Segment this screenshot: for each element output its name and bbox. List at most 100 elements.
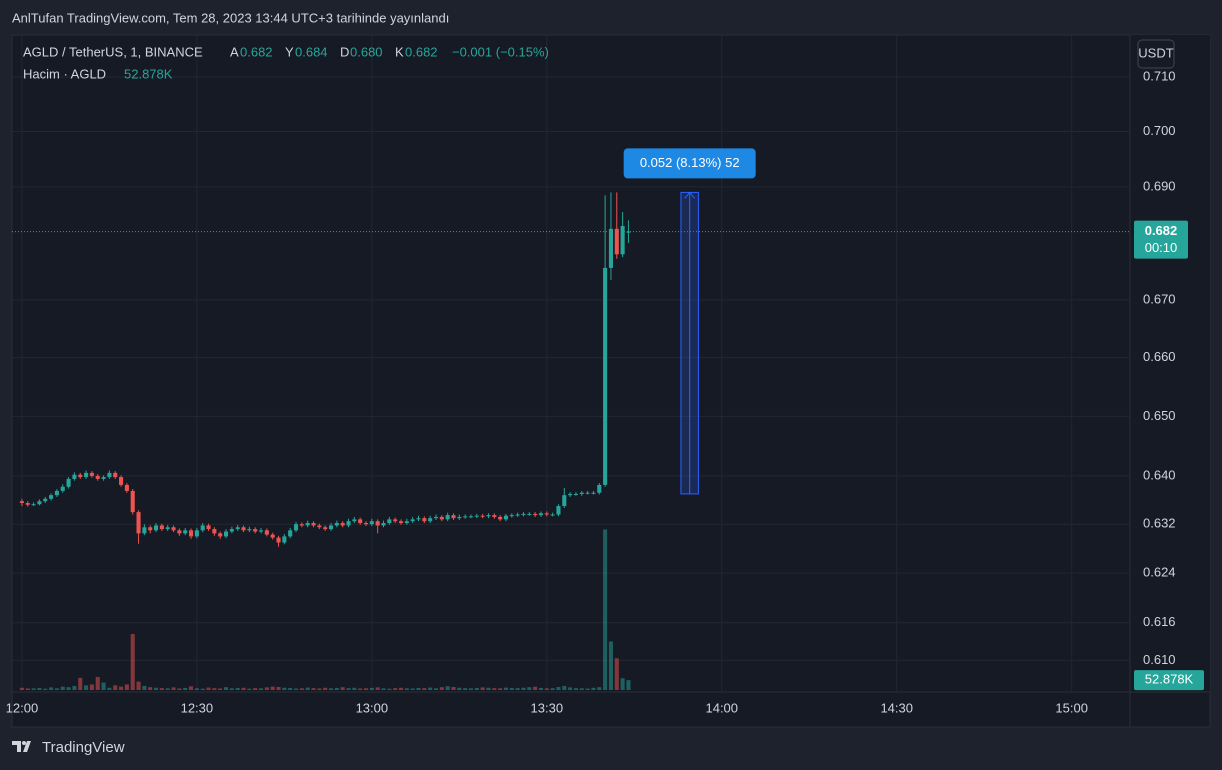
candle-body — [72, 474, 77, 479]
countdown: 00:10 — [1145, 240, 1178, 255]
plot: 0.710 0.700 0.690 0.670 0.660 0.650 0.640 0.632… — [6, 35, 1210, 727]
candle-body — [521, 513, 526, 515]
candle-body — [253, 529, 258, 532]
candle-body — [119, 477, 124, 485]
y-tick-label: 0.690 — [1143, 178, 1176, 193]
candle-body — [393, 519, 398, 522]
volume-bar — [439, 687, 444, 690]
volume-bar — [37, 687, 42, 690]
candle-body — [183, 530, 188, 534]
volume-bar — [165, 688, 170, 690]
candle-body — [439, 516, 444, 520]
volume-bar — [19, 687, 24, 690]
volume-bar — [340, 687, 345, 690]
candle-body — [25, 503, 30, 505]
volume-bar — [509, 687, 514, 690]
volume-bar — [247, 688, 252, 690]
candle-body — [258, 530, 264, 532]
y-tick-label: 0.670 — [1143, 291, 1176, 306]
volume-bar — [183, 687, 188, 690]
legend-value: 0.680 — [350, 44, 383, 59]
volume-bar — [457, 687, 462, 690]
candle-body — [498, 516, 503, 520]
volume-bar — [416, 687, 421, 690]
volume-bar — [107, 687, 112, 690]
volume-bar — [264, 687, 269, 690]
brand-logo — [12, 741, 31, 752]
volume-bar — [556, 687, 561, 690]
candle-body — [585, 492, 590, 494]
legend-key: A — [230, 44, 239, 59]
currency-button[interactable] — [1137, 39, 1175, 69]
volume-bar — [474, 687, 479, 690]
candle-body — [49, 495, 54, 499]
volume-bar — [433, 688, 439, 690]
candle-body — [503, 515, 509, 520]
candle-body — [614, 228, 619, 255]
candle-body — [200, 525, 205, 531]
candle-body — [515, 514, 520, 516]
volume-bar — [84, 685, 89, 690]
volume-bar — [200, 688, 205, 690]
volume-bar — [206, 687, 211, 690]
volume-bar — [463, 688, 468, 690]
legend-key: K — [395, 44, 404, 59]
candle-body — [573, 493, 578, 495]
candle-body — [323, 527, 328, 530]
candle-body — [299, 524, 304, 526]
volume-bar — [404, 688, 409, 690]
volume-bar — [422, 688, 427, 690]
y-tick-label: 0.624 — [1143, 565, 1176, 580]
volume-bar — [253, 688, 258, 690]
volume-bar — [142, 685, 147, 690]
candle-body — [159, 525, 164, 530]
candle-body — [457, 516, 462, 519]
volume-bar — [235, 687, 240, 690]
candle-body — [486, 515, 491, 517]
candle-body — [480, 515, 485, 517]
candle-body — [235, 527, 240, 530]
volume-bar — [124, 684, 129, 690]
volume-bar — [223, 687, 229, 690]
volume-bar — [299, 688, 304, 690]
volume-bar — [154, 687, 159, 690]
volume-bar — [49, 687, 54, 690]
candle-body — [468, 516, 474, 518]
currency[interactable]: USDT — [1138, 45, 1173, 60]
candle-body — [84, 472, 89, 478]
volume-bar — [603, 529, 608, 690]
volume-bar — [119, 686, 124, 690]
candle-body — [212, 529, 217, 534]
volume-bar — [486, 687, 491, 690]
volume-bar — [89, 684, 94, 690]
candle-body — [346, 521, 351, 526]
candle-body — [556, 506, 561, 515]
logo-dot — [22, 741, 26, 745]
candle-body — [387, 519, 392, 524]
candle-body — [544, 513, 549, 515]
x-tick-label: 12:30 — [181, 700, 214, 715]
volume-bar — [229, 688, 234, 690]
volume-bar — [159, 688, 164, 690]
volume-bar — [521, 687, 526, 690]
volume-bar — [428, 687, 433, 690]
symbol: AGLD / TetherUS, 1, BINANCE — [23, 44, 203, 59]
candle-body — [428, 518, 433, 522]
volume-bar — [293, 688, 299, 690]
candle-body — [416, 518, 421, 520]
volume-bar — [136, 681, 141, 690]
volume-bar — [60, 686, 65, 690]
volume-bar — [101, 682, 106, 690]
volume-bar — [614, 658, 619, 690]
y-tick-label: 0.700 — [1143, 123, 1176, 138]
volume-bar — [398, 687, 404, 690]
volume-bar — [363, 688, 369, 690]
candle-body — [358, 519, 363, 524]
volume-bar — [305, 687, 310, 690]
candle-body — [276, 537, 281, 543]
volume-bar — [241, 687, 246, 690]
candle-body — [422, 518, 427, 522]
candle-body — [165, 527, 170, 530]
volume-bar — [445, 686, 450, 690]
y-tick-label: 0.616 — [1143, 614, 1176, 629]
